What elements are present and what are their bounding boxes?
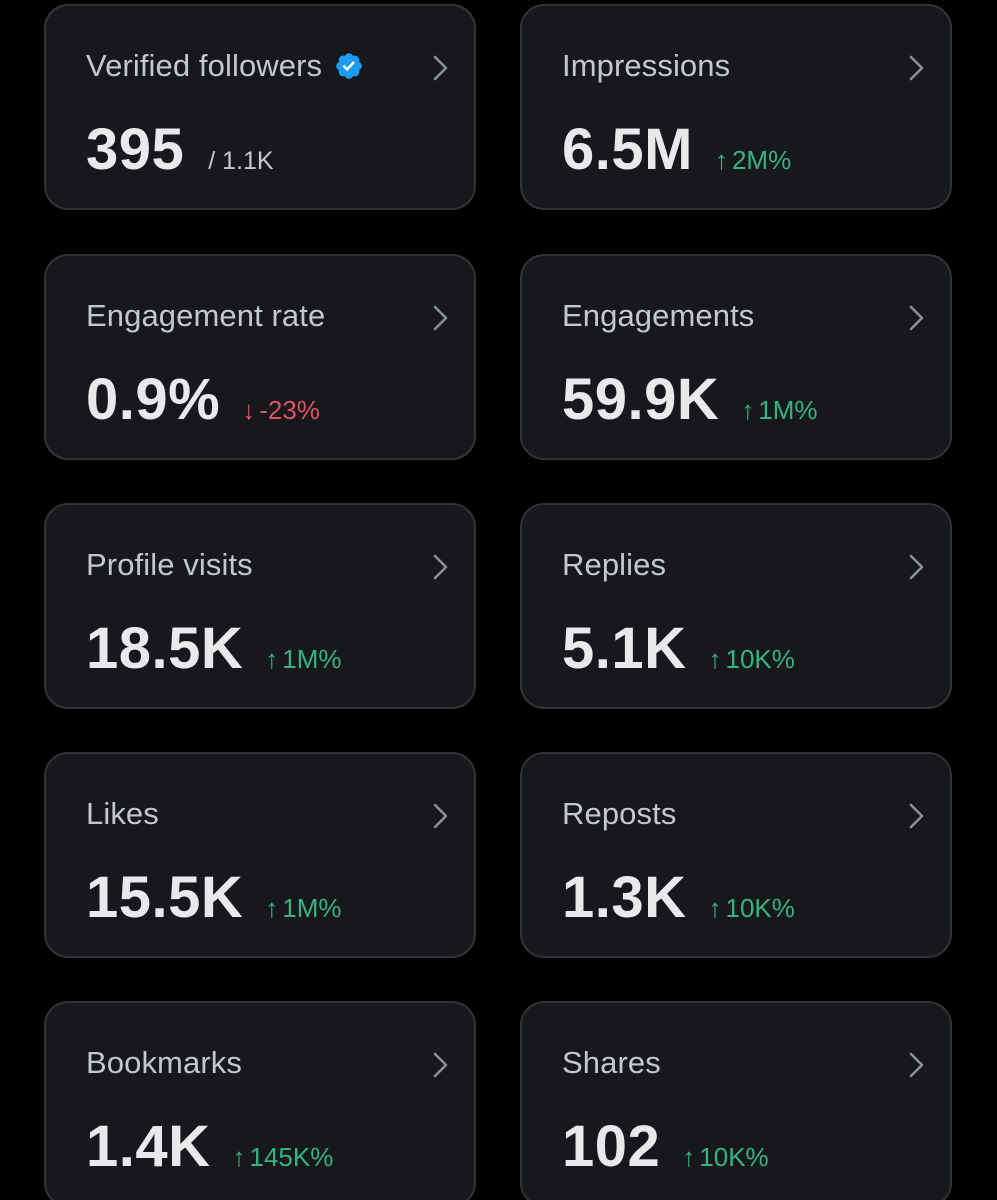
metric-label-row: Replies [562,547,666,583]
metric-value-row: 59.9K ↑ 1M% [562,366,818,433]
metric-change-value: 10K% [699,1142,769,1172]
metric-change-value: -23% [259,395,320,425]
metric-value-row: 5.1K ↑ 10K% [562,615,795,682]
metric-value: 59.9K [562,367,720,432]
arrow-up-icon: ↑ [265,893,279,923]
metric-value: 5.1K [562,616,687,681]
metric-value: 0.9% [86,367,221,432]
metric-value: 1.3K [562,865,687,930]
metric-label-row: Engagement rate [86,298,325,334]
chevron-right-icon [433,55,448,81]
metric-value-row: 18.5K ↑ 1M% [86,615,342,682]
metric-change-value: 10K% [725,644,795,674]
metric-value-row: 395 / 1.1K [86,116,274,183]
metric-label-row: Reposts [562,796,676,832]
metric-card-bookmarks[interactable]: Bookmarks 1.4K ↑ 145K% [44,1001,476,1200]
metric-value: 395 [86,117,185,182]
metric-change-value: 2M% [731,145,792,175]
metric-value-row: 1.3K ↑ 10K% [562,864,795,931]
arrow-down-icon: ↓ [242,395,256,425]
metric-card-replies[interactable]: Replies 5.1K ↑ 10K% [520,503,952,709]
metric-value-row: 1.4K ↑ 145K% [86,1113,333,1180]
chevron-right-icon [433,803,448,829]
metric-card-verified-followers[interactable]: Verified followers 395 / 1.1K [44,4,476,210]
metric-value: 15.5K [86,865,244,930]
metric-label-row: Verified followers [86,48,364,84]
arrow-up-icon: ↑ [708,644,722,674]
arrow-up-icon: ↑ [682,1142,696,1172]
metric-value-row: 6.5M ↑ 2M% [562,116,791,183]
metric-label: Bookmarks [86,1045,242,1080]
metric-change: ↑ 145K% [233,1142,334,1173]
metric-label: Verified followers [86,48,323,83]
chevron-right-icon [909,803,924,829]
arrow-up-icon: ↑ [708,893,722,923]
chevron-right-icon [433,305,448,331]
metric-card-likes[interactable]: Likes 15.5K ↑ 1M% [44,752,476,958]
metric-value: 1.4K [86,1114,211,1179]
metric-change-value: 1M% [758,395,818,425]
metric-total: / 1.1K [208,147,274,175]
metric-change: ↑ 1M% [265,893,341,924]
metric-value: 6.5M [562,117,693,182]
metric-value: 102 [562,1114,661,1179]
metric-value-row: 102 ↑ 10K% [562,1113,769,1180]
verified-badge-icon [334,51,364,81]
metric-value: 18.5K [86,616,244,681]
metric-change-value: 145K% [249,1142,334,1172]
metric-card-shares[interactable]: Shares 102 ↑ 10K% [520,1001,952,1200]
metric-change: ↓ -23% [242,395,320,426]
chevron-right-icon [909,554,924,580]
metric-label: Likes [86,796,159,831]
metric-label: Reposts [562,796,677,831]
metric-value-row: 0.9% ↓ -23% [86,366,320,433]
chevron-right-icon [909,1052,924,1078]
metric-change: ↑ 10K% [709,644,795,675]
metric-change: ↑ 2M% [715,145,791,176]
metric-label-row: Impressions [562,48,730,84]
arrow-up-icon: ↑ [714,145,728,175]
metric-value-row: 15.5K ↑ 1M% [86,864,342,931]
metric-label-row: Bookmarks [86,1045,242,1081]
chevron-right-icon [909,305,924,331]
chevron-right-icon [433,1052,448,1078]
arrow-up-icon: ↑ [741,395,755,425]
arrow-up-icon: ↑ [265,644,279,674]
metric-change-value: 1M% [282,893,342,923]
metric-change: ↑ 10K% [709,893,795,924]
metric-card-engagements[interactable]: Engagements 59.9K ↑ 1M% [520,254,952,460]
metric-card-impressions[interactable]: Impressions 6.5M ↑ 2M% [520,4,952,210]
metric-change: ↑ 1M% [741,395,817,426]
metric-label: Replies [562,547,667,582]
metric-label-row: Engagements [562,298,754,334]
metric-label: Impressions [562,48,731,83]
metric-change: ↑ 1M% [265,644,341,675]
metric-card-profile-visits[interactable]: Profile visits 18.5K ↑ 1M% [44,503,476,709]
chevron-right-icon [433,554,448,580]
metric-label: Profile visits [86,547,253,582]
arrow-up-icon: ↑ [232,1142,246,1172]
metric-label-row: Likes [86,796,159,832]
metric-label-row: Shares [562,1045,661,1081]
metric-label: Shares [562,1045,661,1080]
metric-card-reposts[interactable]: Reposts 1.3K ↑ 10K% [520,752,952,958]
chevron-right-icon [909,55,924,81]
metric-card-engagement-rate[interactable]: Engagement rate 0.9% ↓ -23% [44,254,476,460]
metric-label: Engagements [562,298,755,333]
metric-change: ↑ 10K% [682,1142,768,1173]
metric-label: Engagement rate [86,298,326,333]
metric-label-row: Profile visits [86,547,253,583]
metric-change-value: 1M% [282,644,342,674]
metric-change-value: 10K% [725,893,795,923]
